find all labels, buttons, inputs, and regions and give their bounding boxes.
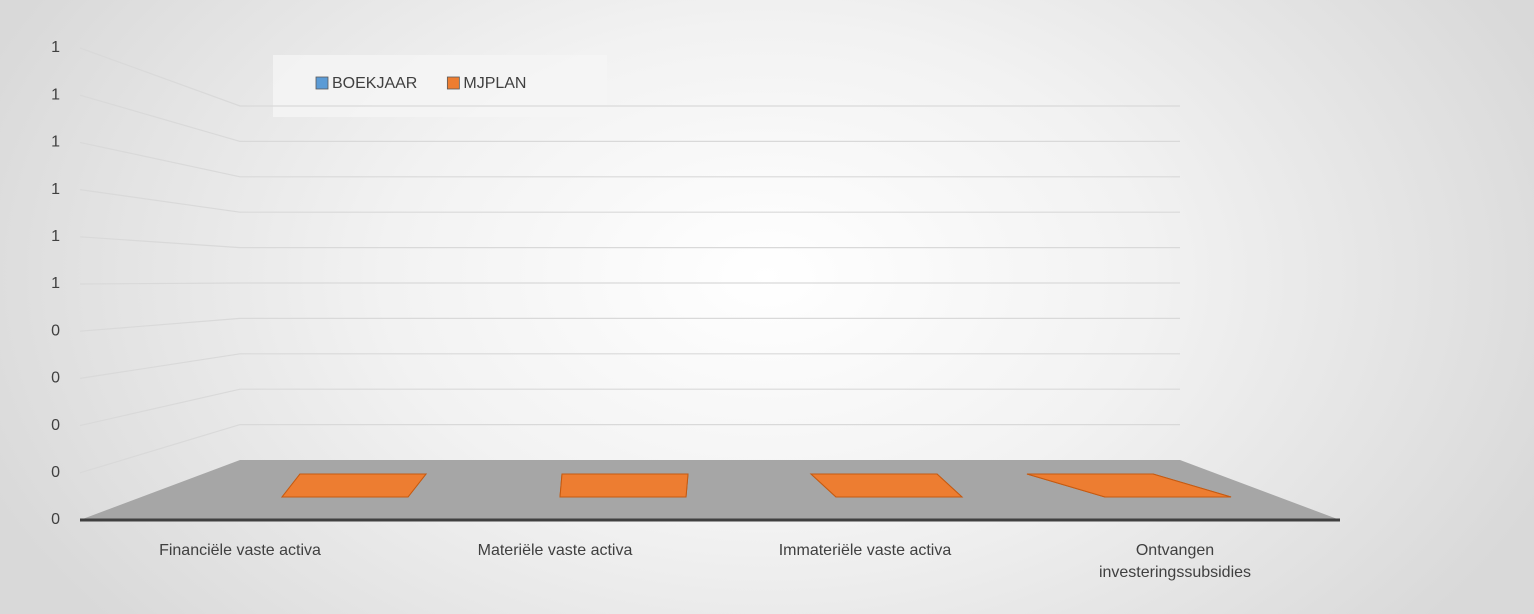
grid-line <box>79 94 1180 142</box>
grid-line <box>79 141 1180 178</box>
y-tick-label: 0 <box>51 322 60 339</box>
bar <box>1026 473 1232 498</box>
grid-line <box>79 317 1180 332</box>
y-tick-label: 0 <box>51 417 60 434</box>
x-tick-label: Immateriële vaste activa <box>778 542 952 559</box>
legend-box <box>273 55 607 117</box>
y-tick-label: 1 <box>51 228 60 245</box>
grid-line <box>79 189 1180 213</box>
grid-line <box>79 424 1180 474</box>
grid-line <box>79 388 1180 427</box>
x-tick-label: Financiële vaste activa <box>159 542 321 559</box>
y-tick-label: 1 <box>51 275 60 292</box>
y-tick-label: 1 <box>51 86 60 103</box>
bar <box>559 473 689 498</box>
y-tick-label: 0 <box>51 370 60 387</box>
y-tick-label: 1 <box>51 39 60 56</box>
grid-line <box>79 236 1180 249</box>
grid-line <box>79 47 1180 107</box>
y-tick-label: 0 <box>51 464 60 481</box>
legend-swatch <box>446 76 460 90</box>
x-tick-label: Ontvangen investeringssubsidies <box>1098 542 1252 581</box>
x-tick-label: Materiële vaste activa <box>477 542 633 559</box>
legend-label: MJPLAN <box>463 75 526 92</box>
bar <box>809 473 964 498</box>
grid-line <box>79 353 1180 379</box>
bar <box>280 473 428 498</box>
legend-swatch <box>315 76 329 90</box>
legend-label: BOEKJAAR <box>332 75 417 92</box>
y-tick-label: 1 <box>51 134 60 151</box>
grid-line <box>79 282 1180 285</box>
y-tick-label: 1 <box>51 181 60 198</box>
y-tick-label: 0 <box>51 511 60 528</box>
